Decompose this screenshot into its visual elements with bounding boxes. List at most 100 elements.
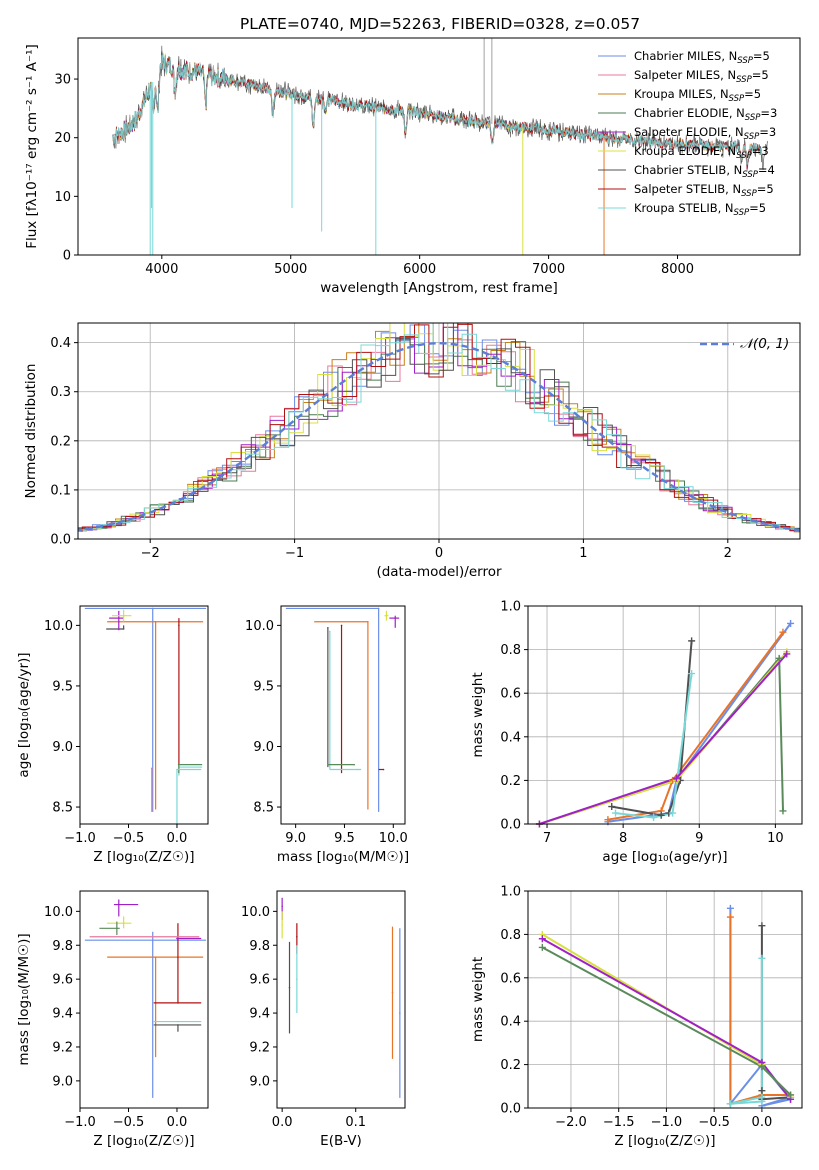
mass-vs-EBV-ytick-label: 9.6 [249,973,270,988]
mass-vs-EBV-axes: 0.0 0.1 9.0 9.2 9.4 9.6 9.8 10.0 E(B-V) [241,890,406,1149]
mass-weight-marker [758,1097,766,1105]
legend-label: Salpeter MILES, NSSP=5 [634,68,769,85]
mass-weight-marker [604,816,612,824]
legend-suffix: =5 [744,87,761,101]
mass-weight-vs-Z-ylabel: mass weight [470,957,486,1042]
data-point [296,978,298,980]
mass-weight-marker [608,803,616,811]
data-point [377,607,380,610]
residuals-xtick-label: 0 [435,546,443,561]
mass-weight-marker [672,774,680,782]
age-vs-mass-xlabel: mass [log₁₀(M/M☉)] [277,849,409,865]
legend-suffix: =3 [760,106,777,120]
residuals-xtick-label: 1 [579,546,587,561]
mass-weight-vs-age-xtick-label: 9 [695,831,703,846]
legend-label: Salpeter STELIB, NSSP=5 [634,182,774,199]
mass-weight-marker [650,813,658,821]
legend-suffix: =3 [759,125,776,139]
spectrum-ytick-label: 10 [54,190,71,205]
mass-vs-Z-xtick-label: −0.5 [113,1115,145,1130]
mass-vs-EBV-plot-area [281,897,401,1098]
mass-vs-Z-xtick-label: −1.0 [64,1115,96,1130]
age-vs-mass-ytick-label: 8.5 [253,801,274,816]
data-point [281,905,283,908]
age-vs-mass-axes: 9.0 9.5 10.0 8.5 9.0 9.5 10.0 mass [log₁₀(M/M☉)… [245,605,409,865]
mass-weight-marker [787,1091,795,1099]
data-point [176,937,178,940]
mass-weight-marker [787,619,795,627]
legend-subscript: SSP [744,132,760,142]
mass-vs-EBV-ytick-label: 9.8 [249,939,270,954]
data-point [150,767,153,770]
residuals-xtick-label: −1 [285,546,304,561]
mass-weight-vs-age-ylabel: mass weight [470,672,486,757]
legend-name: Chabrier MILES, N [634,49,737,63]
age-vs-mass-ytick-label: 9.0 [253,740,274,755]
data-point [382,768,385,771]
mass-weight-line [729,917,791,1106]
data-point [151,607,154,610]
legend-label: Salpeter ELODIE, NSSP=3 [634,125,776,142]
data-point [122,922,125,925]
age-vs-mass-plot-area [285,607,400,812]
mass-vs-Z-axes: −1.0 −0.5 0.0 9.0 9.2 9.4 9.6 9.8 10.0 Z [log₁₀(Z… [16,890,209,1149]
residual-histogram [78,323,800,532]
data-point [177,1002,179,1004]
residuals-xtick-label: −2 [141,546,160,561]
mass-weight-vs-age-xlabel: age [log₁₀(age/yr)] [602,849,727,865]
data-point [176,768,178,771]
legend-subscript: SSP [734,208,750,218]
mass-vs-Z-frame [79,890,209,1109]
residuals-ytick-label: 0.4 [50,336,71,351]
age-vs-Z-ytick-label: 10.0 [44,619,73,634]
mass-weight-marker [758,1087,766,1095]
spectrum-xtick-label: 6000 [403,262,436,277]
data-point [340,624,343,627]
spectrum-ytick-label: 30 [54,73,71,88]
legend-subscript: SSP [741,189,757,199]
age-vs-mass-xtick-label: 10.0 [379,831,408,846]
mass-weight-marker [758,922,766,930]
legend-name: Chabrier STELIB, N [634,163,742,177]
residuals-xlabel: (data-model)/error [376,564,502,580]
legend-name: Kroupa MILES, N [634,87,729,101]
mass-vs-EBV-xlabel: E(B-V) [320,1133,362,1149]
legend-subscript: SSP [729,94,745,104]
legend-suffix: =4 [758,163,775,177]
legend-name: Salpeter MILES, N [634,68,736,82]
spectrum-series-line [112,52,762,166]
mass-vs-Z-ytick-label: 10.0 [44,905,73,920]
mass-weight-vs-Z-xtick-label: −1.0 [651,1115,683,1130]
mass-weight-marker [657,811,665,819]
data-point [117,903,120,906]
data-point [154,620,157,623]
data-point [367,620,369,623]
mass-weight-line [729,908,793,1107]
residuals-ytick-label: 0.2 [50,434,71,449]
mass-weight-marker [758,1063,766,1071]
data-point [116,927,118,930]
age-vs-Z-frame [79,605,209,825]
data-point [122,614,125,617]
age-vs-mass-xtick-label: 9.0 [285,831,306,846]
spectrum-frame [77,37,801,256]
mass-weight-marker [758,954,766,962]
mass-weight-line [760,925,791,1101]
mass-weight-vs-Z-ytick-label: 0.0 [500,1102,521,1117]
data-point [329,630,331,633]
spectrum-xtick-label: 8000 [661,262,694,277]
mass-weight-vs-Z-axes: −2.0 −1.5 −1.0 −0.5 0.0 0.0 0.2 0.4 0.6 0.8 1.0 Z [… [470,885,803,1149]
age-vs-Z-plot-area [84,607,207,824]
legend-label: Chabrier ELODIE, NSSP=3 [634,106,777,123]
mass-weight-marker [775,654,783,662]
age-vs-mass-ytick-label: 9.5 [253,679,274,694]
legend-label: Kroupa STELIB, NSSP=5 [634,201,766,218]
legend-name: Kroupa STELIB, N [634,201,734,215]
mass-vs-EBV-xtick-label: 0.1 [345,1115,366,1130]
legend-label: Kroupa ELODIE, NSSP=3 [634,144,769,161]
mass-weight-marker [726,904,734,912]
legend-name: Kroupa ELODIE, N [634,144,736,158]
mass-weight-vs-age-axes: 7 8 9 10 0.0 0.2 0.4 0.6 0.8 1.0 age [log₁₀(age/yr… [470,600,803,865]
mass-vs-EBV-ytick-label: 10.0 [241,905,270,920]
